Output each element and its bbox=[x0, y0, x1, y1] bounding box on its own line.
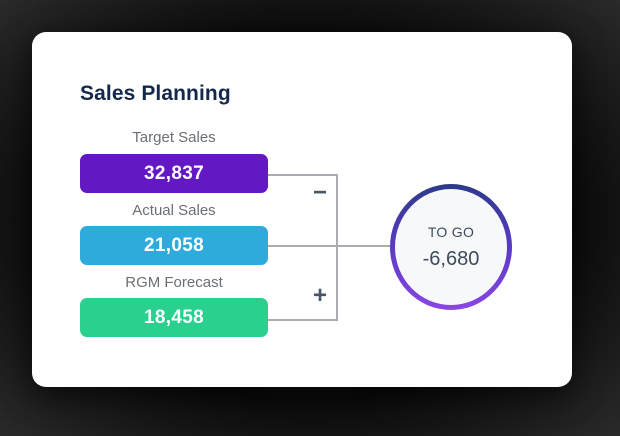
actual-sales-value-box: 21,058 bbox=[80, 226, 268, 265]
target-sales-label: Target Sales bbox=[132, 129, 216, 146]
to-go-ring: TO GO -6,680 bbox=[390, 184, 512, 310]
card-title: Sales Planning bbox=[80, 82, 231, 105]
connector-actual bbox=[268, 245, 390, 247]
rgm-forecast-value-box: 18,458 bbox=[80, 298, 268, 337]
rgm-forecast-value: 18,458 bbox=[144, 306, 204, 328]
connector-target bbox=[268, 174, 338, 176]
rgm-forecast-label: RGM Forecast bbox=[125, 274, 223, 291]
to-go-circle: TO GO -6,680 bbox=[395, 189, 507, 305]
plus-icon: + bbox=[312, 282, 327, 309]
target-sales-value: 32,837 bbox=[144, 162, 204, 184]
connector-forecast bbox=[268, 319, 338, 321]
actual-sales-value: 21,058 bbox=[144, 234, 204, 256]
connector-vertical bbox=[336, 174, 338, 321]
actual-sales-label: Actual Sales bbox=[132, 202, 216, 219]
target-sales-value-box: 32,837 bbox=[80, 154, 268, 193]
to-go-label: TO GO bbox=[427, 223, 475, 240]
minus-icon: − bbox=[312, 179, 327, 206]
sales-planning-card: Sales Planning Target Sales 32,837 Actua… bbox=[32, 32, 572, 387]
to-go-value: -6,680 bbox=[422, 247, 480, 270]
